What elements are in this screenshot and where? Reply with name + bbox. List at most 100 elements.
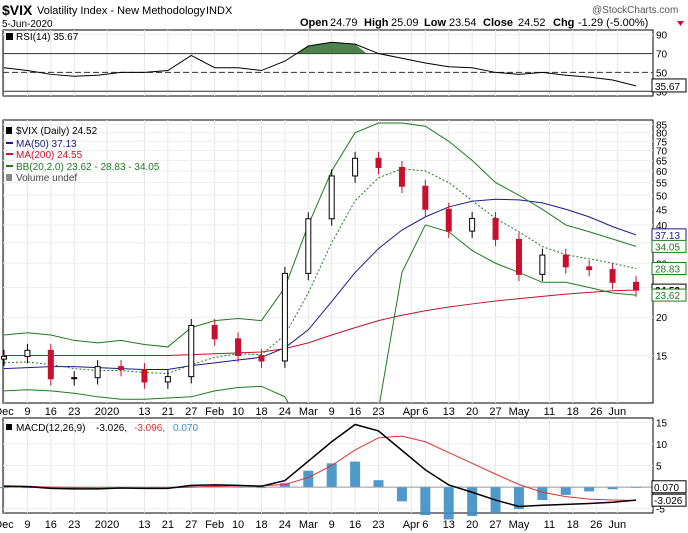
- x-axis-label: 27: [489, 519, 501, 531]
- x-axis-label: 10: [232, 406, 244, 418]
- bb_lower-line: [3, 224, 637, 403]
- macd-tick-label: -5: [656, 505, 665, 516]
- macd-histogram-bar: [467, 487, 478, 517]
- macd-histogram-bar: [537, 487, 548, 501]
- rsi-tick-label: 30: [656, 87, 668, 98]
- x-axis-label: 23: [372, 406, 384, 418]
- x-axis-label: 16: [45, 519, 57, 531]
- x-axis-label: May: [509, 406, 530, 418]
- x-axis-label: 20: [466, 519, 478, 531]
- macd-histogram-bar: [279, 483, 290, 488]
- x-axis-label: 9: [24, 406, 30, 418]
- x-axis-label: Mar: [299, 406, 318, 418]
- macd-legend-macd: -3.026,: [96, 423, 127, 434]
- macd-histogram-bar: [607, 487, 618, 490]
- rsi-overbought-fill: [296, 42, 367, 54]
- macd-legend-hist: 0.070: [173, 423, 198, 434]
- macd-value-tag: [651, 493, 687, 507]
- price-value-tag: [651, 239, 687, 253]
- rsi-tick-label: 70: [656, 50, 668, 61]
- macd-histogram-bar: [186, 485, 197, 488]
- macd-histogram-bar: [560, 487, 571, 495]
- price-tick-label: 60: [656, 167, 668, 178]
- x-axis-label: Apr: [403, 519, 420, 531]
- low-value: 23.54: [449, 17, 477, 29]
- x-axis-label: 16: [349, 519, 361, 531]
- rsi-current-tag: [651, 78, 687, 93]
- open-label: Open: [300, 17, 328, 29]
- x-axis-label: 9: [24, 519, 30, 531]
- date-label: 5-Jun-2020: [2, 19, 53, 30]
- watermark: @StockCharts.com: [592, 5, 678, 16]
- price-candle: [94, 366, 101, 379]
- price-tick-label: 65: [656, 156, 668, 167]
- price-candle: [305, 218, 312, 274]
- x-axis-label: Jun: [608, 406, 626, 418]
- price-tick-label: 20: [656, 313, 668, 324]
- price-tick-label: 85: [656, 121, 668, 132]
- rsi-legend: RSI(14) 35.67: [6, 32, 79, 43]
- price-value-tag: [651, 262, 687, 276]
- x-axis-label: 24: [279, 406, 291, 418]
- low-label: Low: [424, 17, 446, 29]
- x-axis-label: 27: [185, 519, 197, 531]
- price-candle: [562, 254, 569, 268]
- price-tick-label: 70: [656, 146, 668, 157]
- close-label: Close: [483, 17, 513, 29]
- index-name: Volatility Index - New Methodology: [37, 5, 206, 17]
- macd-value-label: -3.026: [654, 496, 683, 507]
- x-axis-label: 9: [329, 519, 335, 531]
- price-value-tag: [651, 288, 687, 302]
- price-tick-label: 75: [656, 137, 668, 148]
- x-axis-label: 26: [590, 519, 602, 531]
- x-axis-label: 2020: [95, 406, 119, 418]
- price-candle: [633, 281, 639, 291]
- ma50-line: [3, 198, 637, 371]
- macd-histogram-bar: [396, 487, 407, 502]
- x-axis-label: 23: [68, 406, 80, 418]
- price-tick-label: 40: [656, 221, 668, 232]
- bb-legend-text: BB(20,2.0) 23.62 - 28.83 - 34.05: [16, 162, 160, 173]
- macd-histogram-bar: [303, 470, 314, 488]
- price-candle: [211, 324, 218, 340]
- x-axis-label: 6: [422, 406, 428, 418]
- bb_upper-line: [3, 122, 637, 348]
- x-axis-label: 11: [544, 519, 555, 531]
- x-axis-label: 21: [162, 406, 174, 418]
- x-axis-label: Feb: [205, 519, 224, 531]
- macd-value-tag: [651, 480, 687, 494]
- macd-legend-swatch: [6, 424, 12, 430]
- x-axis-label: 23: [68, 519, 80, 531]
- x-axis-label: 21: [162, 519, 174, 531]
- ma200-line: [4, 289, 637, 357]
- high-value: 25.09: [391, 17, 419, 29]
- rsi-tick-label: 50: [656, 68, 668, 79]
- x-axis-label: Apr: [403, 406, 420, 418]
- rsi-panel: [2, 29, 654, 97]
- x-axis-label: Jun: [608, 519, 626, 531]
- price-candle: [445, 208, 452, 232]
- x-axis-label: 18: [567, 406, 579, 418]
- macd-histogram-bar: [420, 487, 431, 516]
- ma50-legend-text: MA(50) 37.13: [16, 139, 77, 150]
- x-axis-label: Mar: [299, 519, 318, 531]
- price-legend-swatch: [6, 127, 12, 134]
- x-axis-label: 27: [185, 406, 197, 418]
- price-value-label: 37.13: [655, 231, 680, 242]
- price-candle: [515, 238, 522, 275]
- macd-histogram-bar: [443, 487, 454, 520]
- high-label: High: [364, 17, 389, 29]
- rsi-line: [3, 41, 637, 87]
- x-axis-label: 27: [489, 406, 501, 418]
- macd-tick-label: 5: [656, 462, 662, 473]
- price-value-label: 34.05: [655, 242, 680, 253]
- x-axis-label: 13: [443, 519, 455, 531]
- macd-value-label: 0.070: [654, 483, 679, 494]
- price-candle: [281, 272, 288, 362]
- rsi-legend-text: RSI(14) 35.67: [16, 32, 79, 43]
- x-axis-label: 11: [544, 406, 555, 418]
- exchange-label: INDX: [206, 5, 233, 17]
- x-axis-label: 9: [329, 406, 335, 418]
- price-candle: [1, 355, 7, 360]
